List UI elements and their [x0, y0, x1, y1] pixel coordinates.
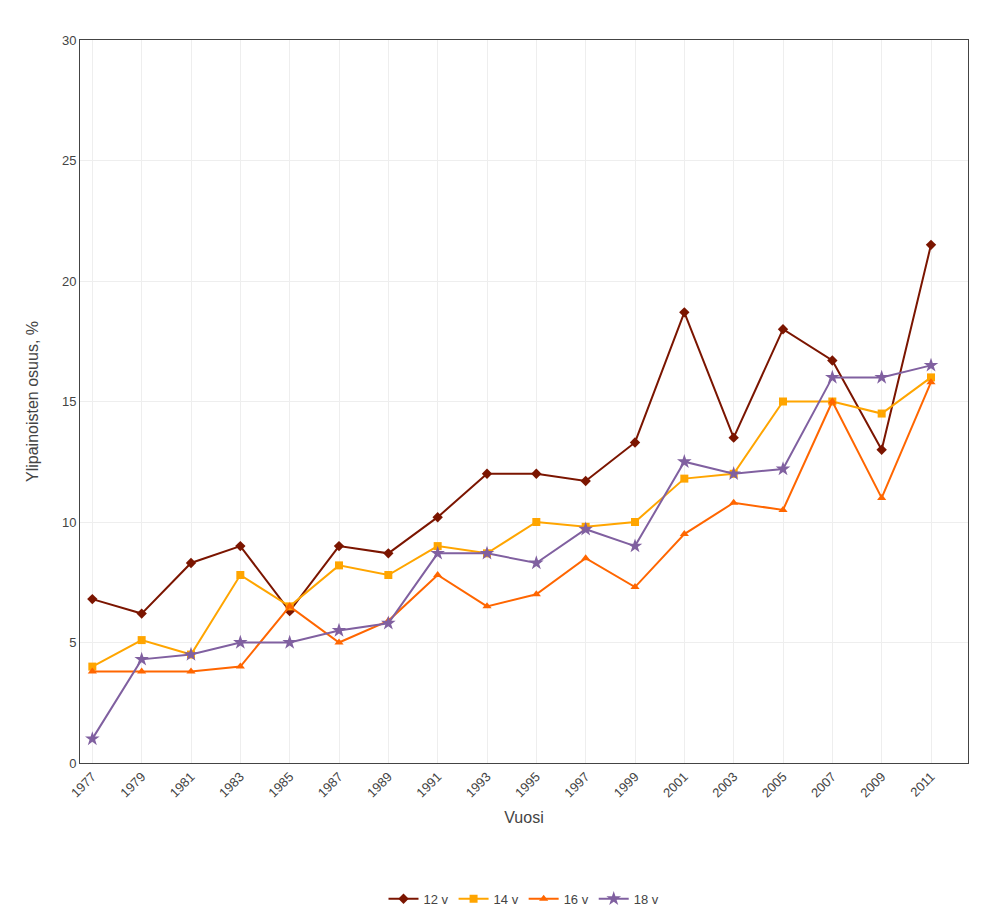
svg-text:25: 25 — [62, 153, 76, 168]
svg-text:18 v: 18 v — [634, 892, 659, 907]
svg-text:2001: 2001 — [660, 769, 691, 800]
svg-text:10: 10 — [62, 515, 76, 530]
svg-text:1991: 1991 — [413, 769, 444, 800]
svg-text:1997: 1997 — [561, 769, 592, 800]
svg-text:1995: 1995 — [512, 769, 543, 800]
svg-text:1985: 1985 — [265, 769, 296, 800]
svg-text:5: 5 — [69, 635, 76, 650]
svg-text:15: 15 — [62, 394, 76, 409]
svg-text:20: 20 — [62, 274, 76, 289]
svg-text:2011: 2011 — [907, 769, 937, 799]
svg-text:1993: 1993 — [463, 769, 494, 800]
svg-text:12 v: 12 v — [424, 892, 449, 907]
svg-text:Ylipainoisten osuus, %: Ylipainoisten osuus, % — [24, 321, 41, 482]
svg-text:14 v: 14 v — [494, 892, 519, 907]
svg-text:1977: 1977 — [68, 769, 99, 800]
svg-text:2007: 2007 — [808, 769, 839, 800]
svg-text:Vuosi: Vuosi — [504, 809, 543, 826]
svg-text:2003: 2003 — [709, 769, 740, 800]
svg-text:2009: 2009 — [857, 769, 888, 800]
svg-text:0: 0 — [69, 756, 76, 771]
svg-text:1989: 1989 — [364, 769, 395, 800]
svg-text:16 v: 16 v — [564, 892, 589, 907]
svg-text:1979: 1979 — [117, 769, 148, 800]
svg-text:1983: 1983 — [216, 769, 247, 800]
svg-text:1999: 1999 — [611, 769, 642, 800]
svg-text:1987: 1987 — [315, 769, 346, 800]
svg-text:30: 30 — [62, 33, 76, 48]
svg-text:1981: 1981 — [167, 769, 198, 800]
svg-text:2005: 2005 — [759, 769, 790, 800]
